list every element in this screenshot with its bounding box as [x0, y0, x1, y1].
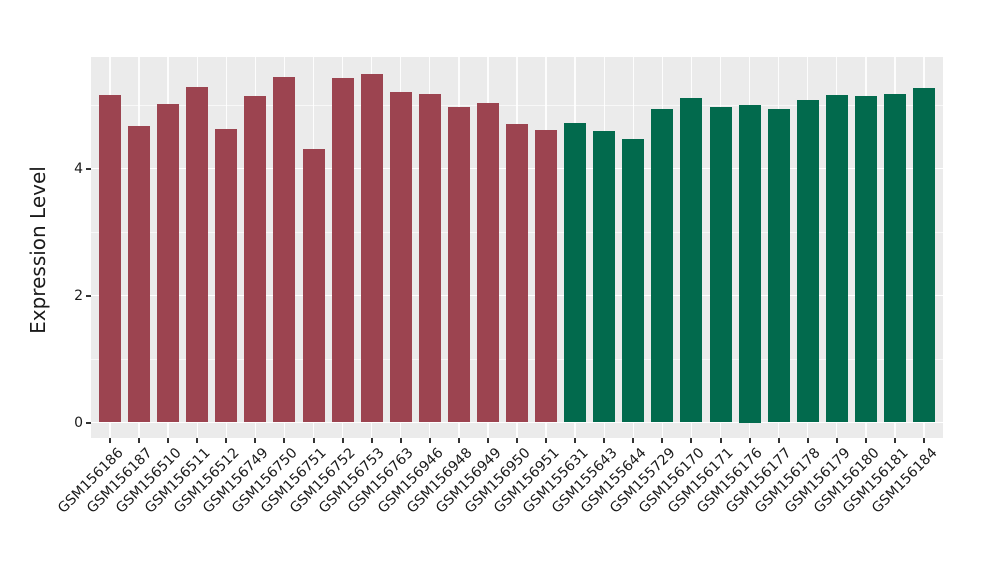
bar-GSM156179 — [825, 95, 848, 423]
y-tick-label: 0 — [74, 414, 83, 431]
bar-GSM156177 — [767, 108, 790, 423]
bar-GSM156176 — [738, 105, 761, 423]
bar-GSM156949 — [476, 103, 499, 423]
bar-GSM156763 — [389, 92, 412, 423]
x-axis-tick — [312, 438, 315, 443]
bar-GSM156750 — [273, 77, 296, 423]
bar-GSM156751 — [302, 149, 325, 423]
bar-GSM156950 — [506, 124, 528, 423]
bar-GSM156184 — [913, 87, 935, 423]
bar-GSM156512 — [215, 129, 238, 423]
bar-GSM156181 — [883, 94, 906, 423]
x-axis-tick — [719, 438, 722, 443]
x-axis-tick — [225, 438, 228, 443]
y-axis-tick — [86, 294, 91, 297]
bar-GSM156951 — [535, 130, 558, 423]
x-axis-tick — [835, 438, 838, 443]
bar-GSM155644 — [622, 139, 645, 423]
bar-GSM156510 — [157, 104, 180, 423]
bar-GSM155643 — [593, 131, 616, 423]
plot-panel — [91, 57, 943, 438]
x-axis-tick — [283, 438, 286, 443]
x-axis-tick — [545, 438, 548, 443]
x-axis-tick — [109, 438, 111, 443]
x-axis-tick — [777, 438, 780, 443]
bar-GSM156186 — [99, 95, 121, 423]
y-axis-title: Expression Level — [26, 166, 50, 334]
x-axis-tick — [864, 438, 867, 443]
bar-GSM156180 — [854, 96, 877, 423]
bar-GSM155631 — [564, 122, 587, 423]
bar-GSM156753 — [360, 73, 383, 423]
x-axis-tick — [370, 438, 373, 443]
bar-GSM156749 — [244, 96, 267, 423]
y-axis-tick — [86, 167, 91, 170]
bar-GSM156170 — [680, 98, 703, 423]
y-tick-label: 4 — [74, 160, 83, 177]
bar-GSM156511 — [186, 87, 209, 423]
x-axis-tick — [399, 438, 402, 443]
x-axis-tick — [690, 438, 693, 443]
x-axis-tick — [196, 438, 199, 443]
x-axis-tick — [748, 438, 751, 443]
x-axis-tick — [806, 438, 809, 443]
x-axis-tick — [341, 438, 344, 443]
x-axis-tick — [574, 438, 577, 443]
x-axis-tick — [632, 438, 635, 443]
x-axis-tick — [167, 438, 170, 443]
x-axis-tick — [661, 438, 664, 443]
bar-GSM156178 — [796, 99, 819, 423]
bar-GSM156752 — [331, 77, 354, 423]
x-axis-tick — [457, 438, 460, 443]
bar-GSM155729 — [651, 108, 674, 423]
x-axis-tick — [603, 438, 606, 443]
x-axis-tick — [486, 438, 489, 443]
x-axis-tick — [923, 438, 925, 443]
y-tick-label: 2 — [74, 287, 83, 304]
x-axis-tick — [428, 438, 431, 443]
x-axis-tick — [138, 438, 141, 443]
bar-GSM156171 — [709, 106, 732, 423]
x-axis-tick — [893, 438, 896, 443]
x-axis-tick — [254, 438, 257, 443]
x-axis-tick — [516, 438, 518, 443]
y-axis-tick — [86, 421, 91, 424]
bar-GSM156948 — [447, 106, 470, 423]
bar-GSM156946 — [418, 94, 441, 423]
bar-GSM156187 — [128, 125, 151, 423]
